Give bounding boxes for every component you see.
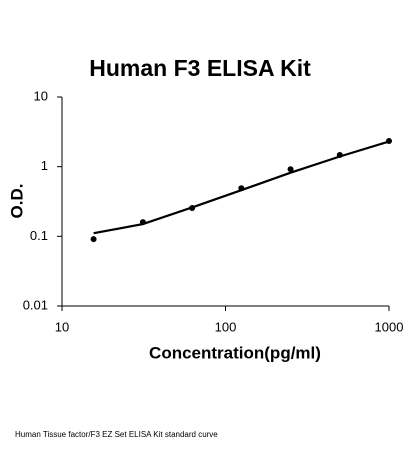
data-point xyxy=(139,219,146,226)
data-point xyxy=(287,166,294,173)
data-point xyxy=(336,152,343,159)
y-axis-label: O.D. xyxy=(7,184,26,219)
y-tick-label: 1 xyxy=(41,158,48,173)
data-point xyxy=(238,185,245,192)
data-point xyxy=(189,205,196,212)
x-tick-label: 1000 xyxy=(375,319,404,334)
y-tick-label: 0.01 xyxy=(23,297,48,312)
data-point xyxy=(90,236,97,243)
x-tick-label: 100 xyxy=(215,319,237,334)
chart-title: Human F3 ELISA Kit xyxy=(89,55,311,81)
data-point xyxy=(386,137,392,144)
footnote: Human Tissue factor/F3 EZ Set ELISA Kit … xyxy=(15,430,218,439)
x-axis-label: Concentration(pg/ml) xyxy=(149,343,321,362)
y-tick-label: 10 xyxy=(34,88,48,103)
x-tick-label: 10 xyxy=(55,319,69,334)
y-tick-label: 0.1 xyxy=(30,228,48,243)
